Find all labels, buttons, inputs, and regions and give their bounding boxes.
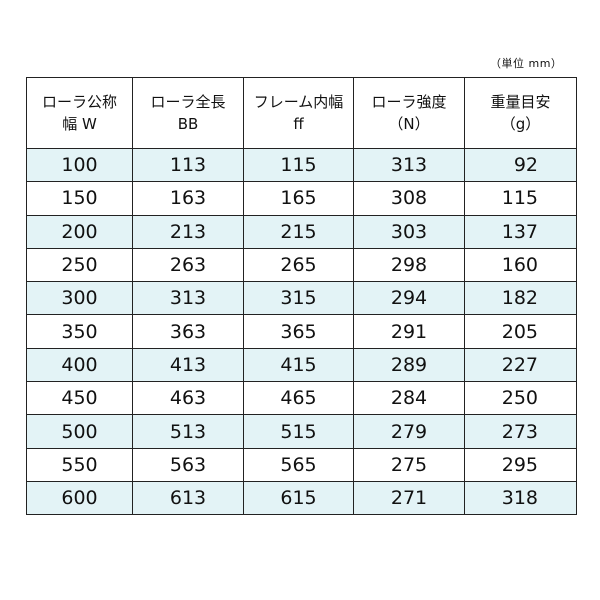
cell-total-length: 213 [132,214,244,249]
header-sublabel: （N） [388,115,430,133]
header-roller-strength: ローラ強度 （N） [353,77,465,149]
cell-roller-strength: 289 [353,347,465,383]
cell-roller-strength: 291 [353,314,465,349]
cell-frame-inner-width: 265 [243,247,354,283]
cell-frame-inner-width: 515 [243,414,354,449]
cell-nominal-width: 150 [26,181,133,216]
header-weight: 重量目安 （g） [464,77,577,149]
header-sublabel: ff [293,115,304,133]
header-label: ローラ強度 [371,93,447,111]
cell-frame-inner-width: 165 [243,181,354,216]
cell-nominal-width: 350 [26,314,133,349]
table-row: 150 163 165 308 115 [26,181,577,216]
table-row: 350 363 365 291 205 [26,314,577,349]
cell-roller-strength: 271 [353,480,465,516]
cell-roller-strength: 313 [353,147,465,183]
roller-spec-table: ローラ公称 幅 W ローラ全長 BB フレーム内幅 ff ローラ強度 （N） 重… [26,77,577,516]
cell-weight: 137 [464,214,577,249]
cell-frame-inner-width: 465 [243,381,354,416]
table-body: 100 113 115 313 92 150 163 165 308 115 200 213 215 30… [26,147,577,516]
cell-frame-inner-width: 615 [243,480,354,516]
cell-nominal-width: 450 [26,381,133,416]
cell-frame-inner-width: 565 [243,447,354,482]
cell-roller-strength: 303 [353,214,465,249]
cell-total-length: 613 [132,480,244,516]
cell-weight: 295 [464,447,577,482]
table-row: 550 563 565 275 295 [26,447,577,482]
cell-roller-strength: 275 [353,447,465,482]
cell-roller-strength: 298 [353,247,465,283]
header-total-length: ローラ全長 BB [132,77,244,149]
cell-weight: 318 [464,480,577,516]
cell-weight: 250 [464,381,577,416]
cell-weight: 273 [464,414,577,449]
header-sublabel: BB [177,115,199,133]
cell-frame-inner-width: 215 [243,214,354,249]
header-frame-inner-width: フレーム内幅 ff [243,77,354,149]
cell-nominal-width: 250 [26,247,133,283]
header-row: ローラ公称 幅 W ローラ全長 BB フレーム内幅 ff ローラ強度 （N） 重… [26,77,577,149]
table-row: 450 463 465 284 250 [26,381,577,416]
cell-total-length: 263 [132,247,244,283]
cell-nominal-width: 600 [26,480,133,516]
cell-nominal-width: 200 [26,214,133,249]
cell-total-length: 513 [132,414,244,449]
cell-frame-inner-width: 115 [243,147,354,183]
table-row: 500 513 515 279 273 [26,414,577,449]
cell-nominal-width: 500 [26,414,133,449]
table-row: 600 613 615 271 318 [26,480,577,516]
table-row: 100 113 115 313 92 [26,147,577,183]
cell-total-length: 363 [132,314,244,349]
cell-weight: 182 [464,281,577,316]
table-header: ローラ公称 幅 W ローラ全長 BB フレーム内幅 ff ローラ強度 （N） 重… [26,77,577,149]
table-row: 300 313 315 294 182 [26,281,577,316]
header-label: 重量目安 [490,93,551,111]
cell-weight: 92 [464,147,577,183]
cell-nominal-width: 400 [26,347,133,383]
header-label: フレーム内幅 [253,93,344,111]
table-row: 400 413 415 289 227 [26,347,577,383]
cell-weight: 160 [464,247,577,283]
cell-roller-strength: 308 [353,181,465,216]
cell-total-length: 413 [132,347,244,383]
cell-roller-strength: 279 [353,414,465,449]
header-label: ローラ全長 [150,93,226,111]
header-sublabel: （g） [500,115,541,133]
cell-nominal-width: 550 [26,447,133,482]
table-row: 250 263 265 298 160 [26,247,577,283]
cell-total-length: 163 [132,181,244,216]
cell-total-length: 463 [132,381,244,416]
header-label: ローラ公称 [41,93,117,111]
unit-note: （単位 mm） [490,57,563,70]
header-sublabel: 幅 W [62,115,97,133]
cell-total-length: 113 [132,147,244,183]
cell-frame-inner-width: 315 [243,281,354,316]
cell-frame-inner-width: 365 [243,314,354,349]
cell-nominal-width: 100 [26,147,133,183]
table-row: 200 213 215 303 137 [26,214,577,249]
cell-roller-strength: 294 [353,281,465,316]
cell-weight: 205 [464,314,577,349]
cell-total-length: 563 [132,447,244,482]
cell-frame-inner-width: 415 [243,347,354,383]
cell-weight: 227 [464,347,577,383]
cell-weight: 115 [464,181,577,216]
cell-total-length: 313 [132,281,244,316]
cell-roller-strength: 284 [353,381,465,416]
cell-nominal-width: 300 [26,281,133,316]
header-nominal-width: ローラ公称 幅 W [26,77,133,149]
